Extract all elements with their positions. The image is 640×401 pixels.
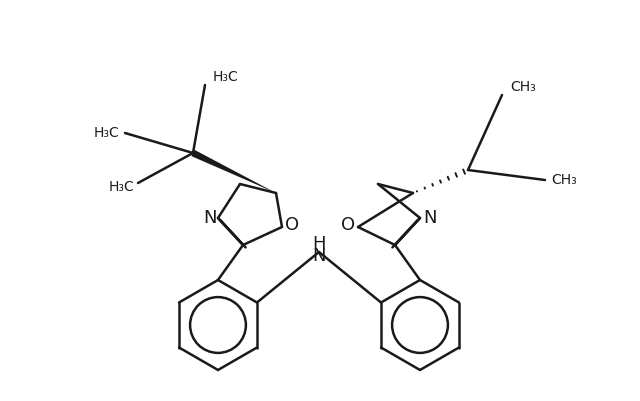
Text: O: O <box>341 216 355 234</box>
Text: N: N <box>204 209 217 227</box>
Polygon shape <box>191 150 276 193</box>
Text: H: H <box>312 235 326 253</box>
Text: CH₃: CH₃ <box>551 173 577 187</box>
Text: H₃C: H₃C <box>93 126 119 140</box>
Text: N: N <box>312 247 326 265</box>
Text: O: O <box>285 216 299 234</box>
Text: N: N <box>423 209 436 227</box>
Text: CH₃: CH₃ <box>510 80 536 94</box>
Text: H₃C: H₃C <box>213 70 239 84</box>
Text: H₃C: H₃C <box>108 180 134 194</box>
